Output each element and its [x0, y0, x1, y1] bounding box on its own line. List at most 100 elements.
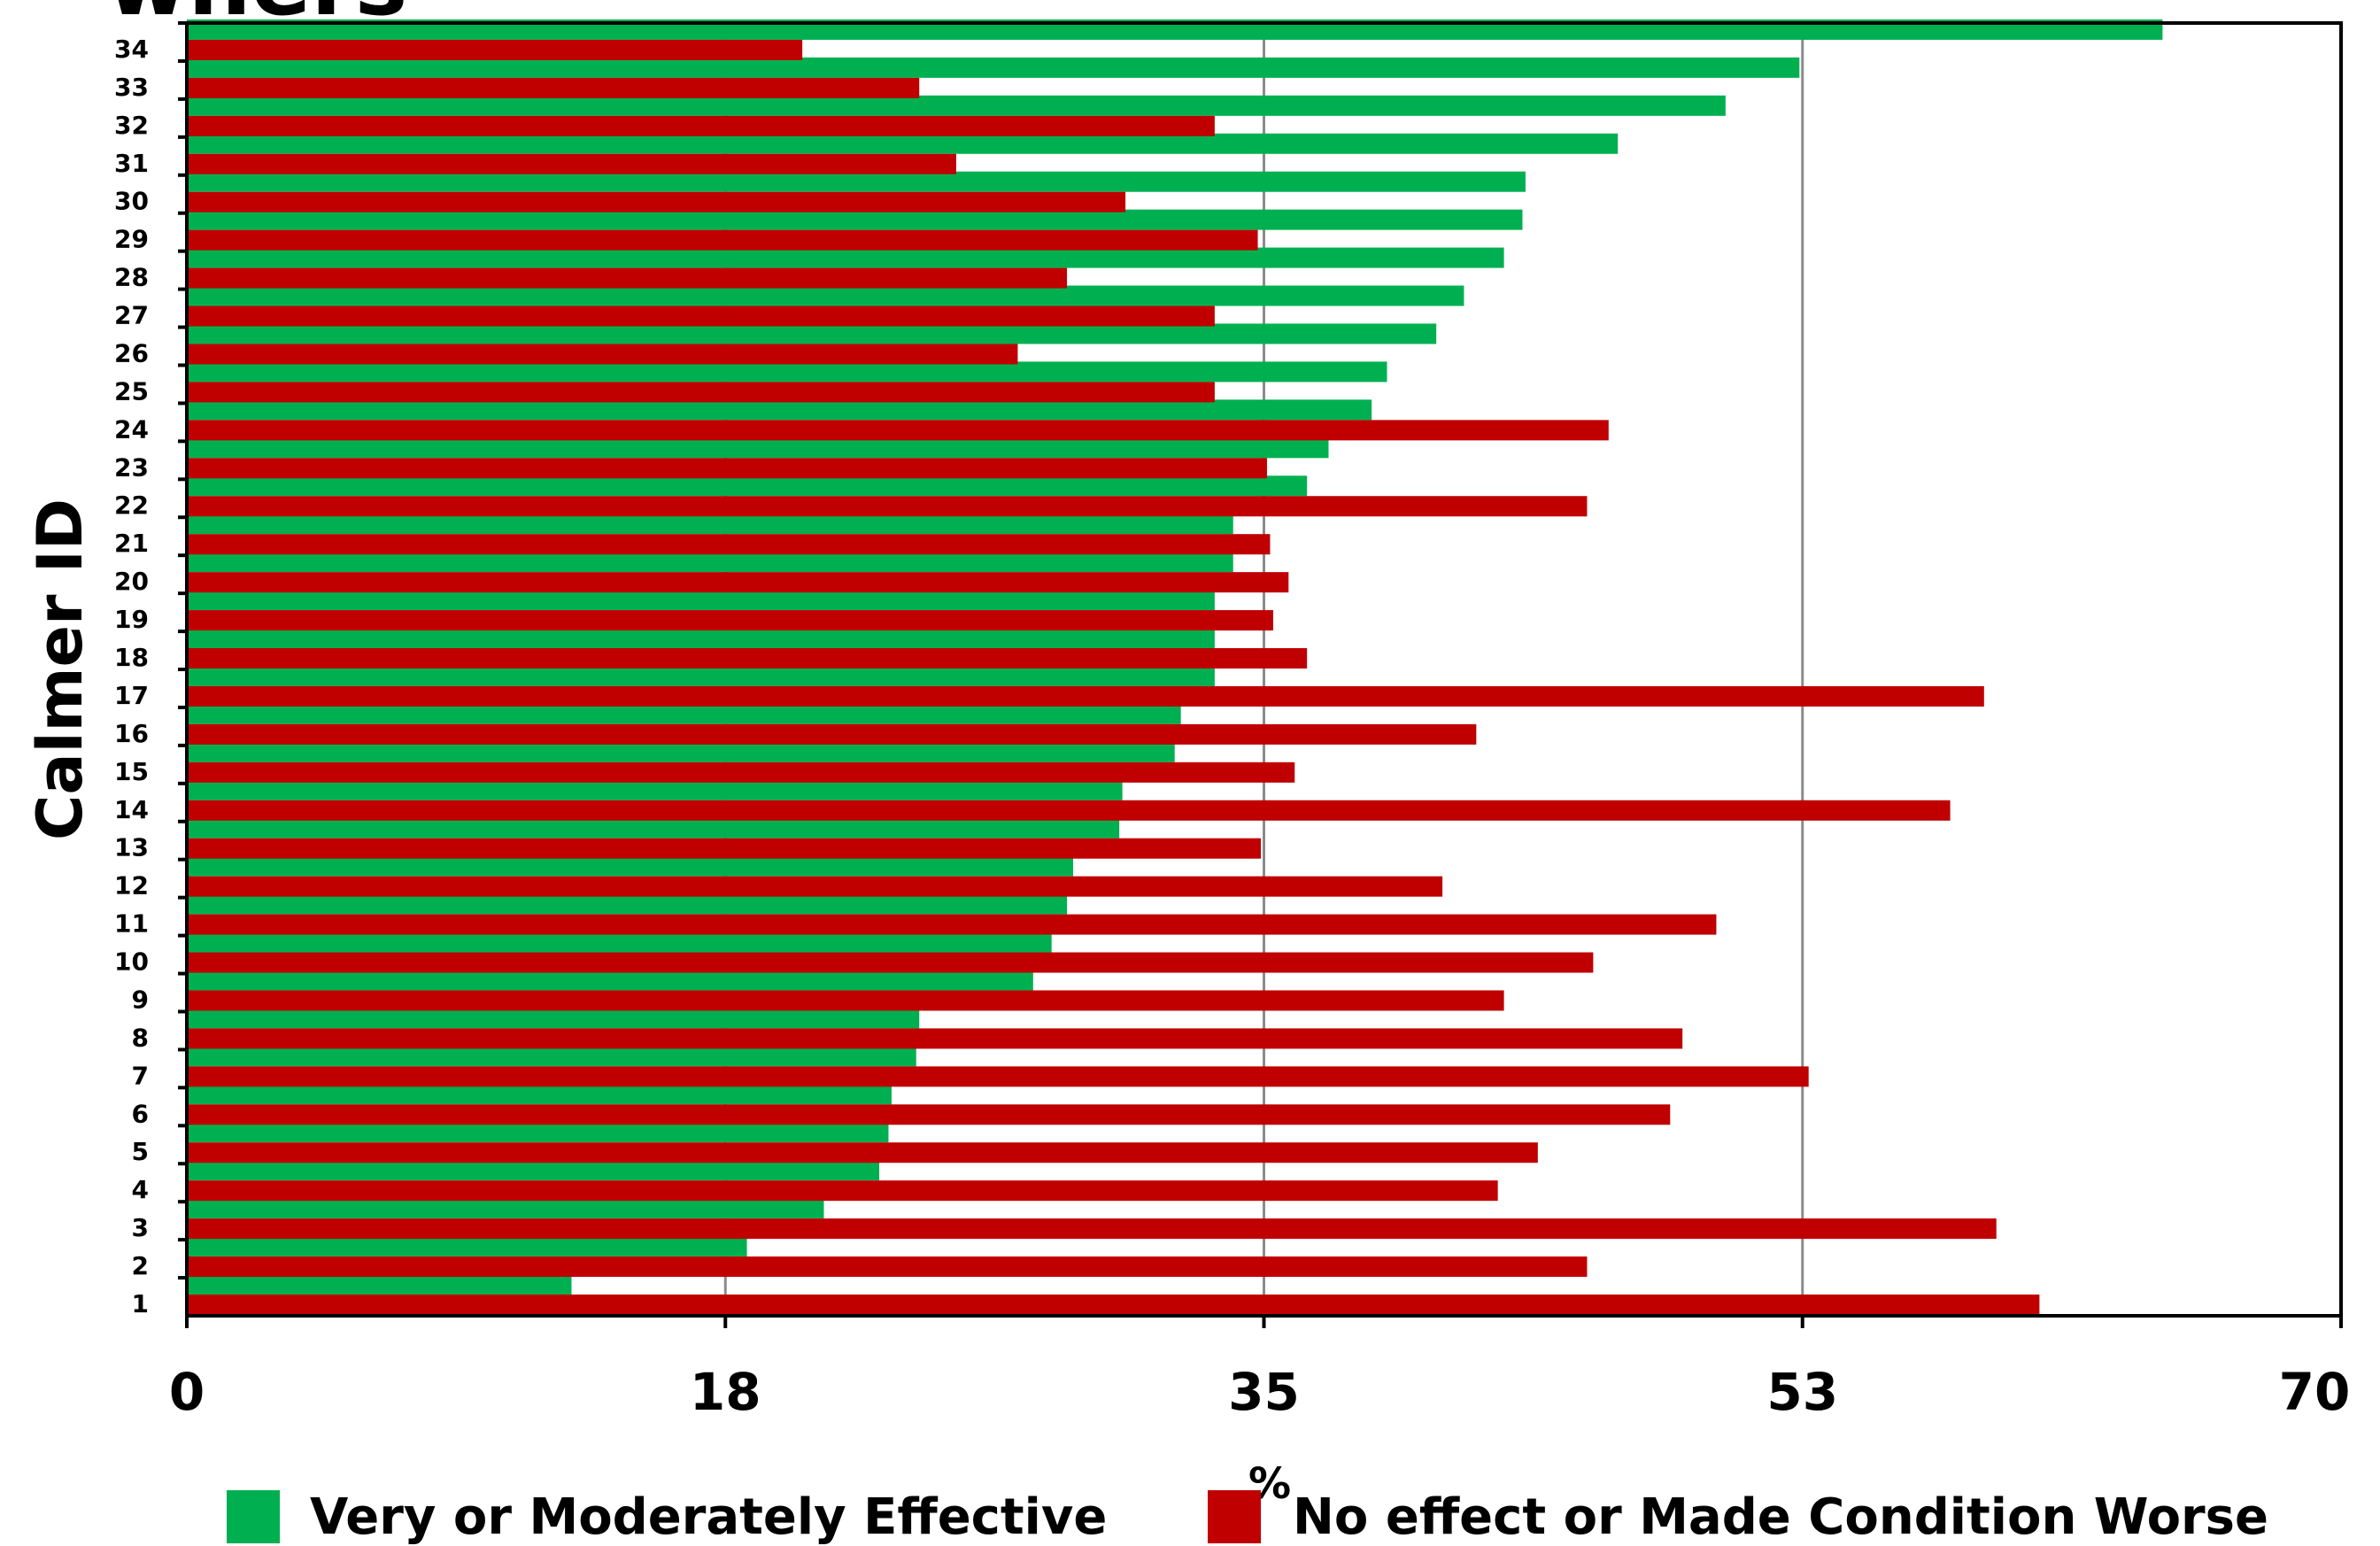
bar-effective: [187, 893, 1068, 915]
bar-effective: [187, 399, 1372, 421]
bar-effective: [187, 171, 1526, 192]
x-axis-ticks: 0 18 35 53 70: [169, 1316, 2350, 1422]
y-tick-label: 20: [114, 567, 149, 596]
x-tick-label: 18: [690, 1362, 761, 1422]
y-tick-label: 21: [114, 529, 149, 558]
bar-effective: [187, 1198, 824, 1219]
bar-effective: [187, 1122, 889, 1143]
legend-label-effective: Very or Moderately Effective: [310, 1488, 1108, 1546]
bar-effective: [187, 931, 1052, 953]
y-tick-label: 12: [114, 871, 149, 901]
bar-effective: [187, 95, 1726, 116]
bar-effective: [187, 855, 1074, 877]
bar-effective: [187, 590, 1215, 611]
bar-effective: [187, 1160, 880, 1181]
y-tick-label: 17: [114, 681, 149, 710]
y-tick-label: 9: [132, 985, 149, 1014]
y-tick-label: 8: [132, 1023, 149, 1052]
y-tick-label: 5: [132, 1137, 149, 1166]
bar-no-effect: [187, 1104, 1671, 1125]
bar-no-effect: [187, 267, 1068, 289]
bar-no-effect: [187, 77, 920, 98]
bar-no-effect: [187, 39, 803, 60]
y-tick-label: 10: [114, 947, 149, 977]
y-tick-label: 19: [114, 605, 149, 634]
bar-no-effect: [187, 305, 1215, 327]
y-tick-label: 29: [114, 225, 149, 254]
y-tick-label: 26: [114, 338, 149, 367]
bar-effective: [187, 247, 1504, 268]
y-tick-label: 23: [114, 452, 149, 482]
bar-no-effect: [187, 800, 1951, 821]
bar-no-effect: [187, 1028, 1683, 1049]
bar-no-effect: [187, 914, 1717, 935]
y-tick-label: 11: [114, 909, 149, 939]
y-tick-label: 30: [114, 187, 149, 216]
y-tick-label: 22: [114, 491, 149, 520]
y-tick-label: 15: [114, 757, 149, 786]
legend-item-effective: Very or Moderately Effective: [227, 1488, 1107, 1546]
bar-no-effect: [187, 572, 1289, 593]
bar-effective: [187, 817, 1120, 839]
legend-swatch-effective: [227, 1490, 280, 1543]
y-tick-label: 33: [114, 73, 149, 102]
bar-no-effect: [187, 458, 1267, 479]
bar-no-effect: [187, 420, 1609, 441]
y-tick-label: 27: [114, 301, 149, 330]
bar-effective: [187, 1046, 916, 1067]
bar-no-effect: [187, 382, 1215, 403]
y-tick-label: 28: [114, 263, 149, 292]
bar-no-effect: [187, 685, 1984, 707]
y-tick-label: 13: [114, 833, 149, 862]
bar-no-effect: [187, 990, 1504, 1011]
bar-effective: [187, 323, 1437, 344]
y-tick-label: 24: [114, 414, 149, 444]
bar-no-effect: [187, 723, 1477, 745]
bar-no-effect: [187, 1142, 1538, 1163]
bar-effective: [187, 552, 1233, 573]
y-tick-label: 1: [132, 1289, 149, 1318]
y-tick-label: 2: [132, 1251, 149, 1280]
x-tick-label: 35: [1228, 1362, 1300, 1422]
y-tick-label: 31: [114, 149, 149, 178]
bar-effective: [187, 1274, 572, 1295]
bar-no-effect: [187, 952, 1594, 973]
bar-effective: [187, 1236, 747, 1257]
bar-effective: [187, 665, 1215, 686]
bar-no-effect: [187, 229, 1258, 251]
legend-swatch-no-effect: [1208, 1490, 1261, 1543]
bar-no-effect: [187, 153, 956, 174]
bar-effective: [187, 779, 1123, 800]
y-tick-label: 6: [132, 1099, 149, 1128]
bar-no-effect: [187, 1180, 1498, 1202]
y-axis-ticks: 1234567891011121314151617181920212223242…: [114, 21, 187, 1318]
bar-effective: [187, 57, 1800, 78]
bar-no-effect: [187, 191, 1126, 213]
bar-no-effect: [187, 1256, 1588, 1278]
bar-effective: [187, 285, 1464, 306]
bar-no-effect: [187, 1218, 1997, 1240]
y-tick-label: 3: [132, 1213, 149, 1242]
legend-label-no-effect: No effect or Made Condition Worse: [1293, 1488, 2268, 1546]
bar-effective: [187, 475, 1308, 497]
y-tick-label: 4: [132, 1175, 149, 1204]
bar-no-effect: [187, 1295, 2040, 1315]
bar-effective: [187, 628, 1215, 648]
bars: [187, 19, 2163, 1315]
x-tick-label: 53: [1766, 1362, 1838, 1422]
bar-effective: [187, 741, 1175, 762]
y-tick-label: 18: [114, 643, 149, 672]
bar-no-effect: [187, 648, 1308, 669]
y-tick-label: 34: [114, 35, 149, 64]
bar-effective: [187, 1008, 920, 1029]
y-tick-label: 32: [114, 111, 149, 140]
bar-effective: [187, 703, 1181, 724]
bar-effective: [187, 970, 1033, 991]
bar-no-effect: [187, 838, 1262, 859]
bar-no-effect: [187, 761, 1295, 783]
bar-no-effect: [187, 610, 1273, 631]
bar-no-effect: [187, 496, 1588, 517]
bar-no-effect: [187, 115, 1215, 136]
bar-no-effect: [187, 1066, 1809, 1087]
